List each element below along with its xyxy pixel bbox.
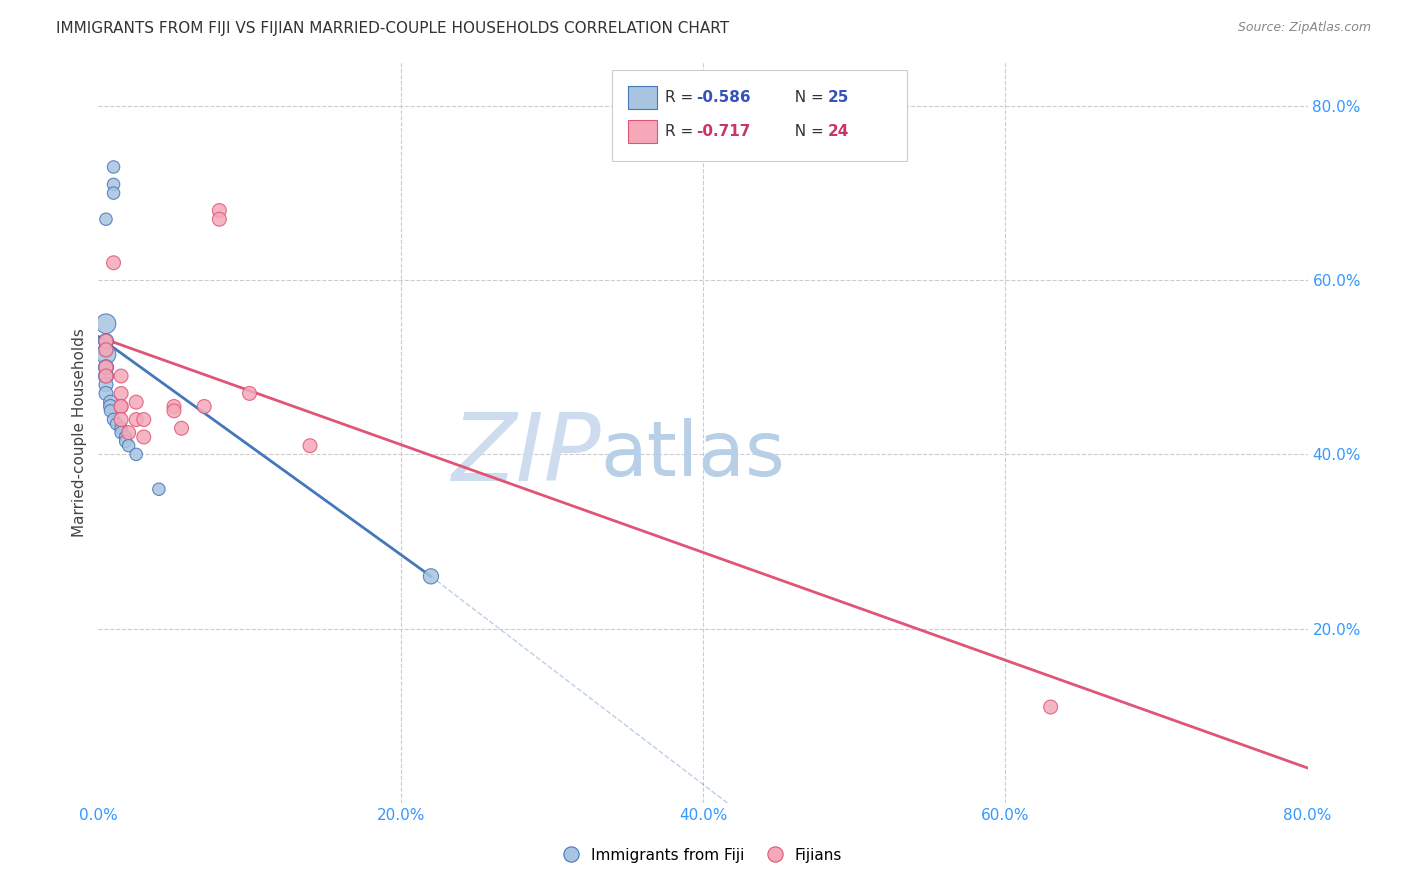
Point [103, 186, 125, 200]
Point [163, 404, 186, 418]
Point [103, 412, 125, 426]
Text: IMMIGRANTS FROM FIJI VS FIJIAN MARRIED-COUPLE HOUSEHOLDS CORRELATION CHART: IMMIGRANTS FROM FIJI VS FIJIAN MARRIED-C… [56, 21, 730, 36]
Point [299, 439, 322, 453]
Point [94, 377, 117, 392]
Point [94, 317, 117, 331]
Point [114, 430, 136, 444]
Text: N =: N = [785, 90, 828, 104]
Point [114, 434, 136, 449]
Point [163, 400, 186, 414]
Point [100, 395, 122, 409]
Legend: Immigrants from Fiji, Fijians: Immigrants from Fiji, Fijians [558, 841, 848, 869]
Point [208, 212, 231, 227]
Point [118, 425, 141, 440]
Text: atlas: atlas [600, 417, 785, 491]
Point [94, 343, 117, 357]
Text: Source: ZipAtlas.com: Source: ZipAtlas.com [1237, 21, 1371, 34]
Point [94, 212, 117, 227]
Text: R =: R = [665, 90, 699, 104]
Point [110, 425, 132, 440]
Point [170, 421, 193, 435]
Text: ZIP: ZIP [450, 409, 600, 500]
Point [103, 256, 125, 270]
Point [94, 347, 117, 361]
Point [94, 343, 117, 357]
Point [125, 447, 148, 461]
Text: -0.586: -0.586 [696, 90, 751, 104]
Text: 25: 25 [828, 90, 849, 104]
Point [1039, 700, 1062, 714]
Point [103, 178, 125, 192]
Point [148, 482, 170, 496]
Point [103, 160, 125, 174]
Point [193, 400, 215, 414]
Point [94, 360, 117, 375]
Point [94, 334, 117, 348]
Point [110, 369, 132, 384]
Point [105, 417, 128, 431]
Text: 24: 24 [828, 124, 849, 138]
Point [110, 400, 132, 414]
Point [94, 360, 117, 375]
Point [125, 412, 148, 426]
Point [94, 369, 117, 384]
Text: R =: R = [665, 124, 703, 138]
Point [420, 569, 443, 583]
Y-axis label: Married-couple Households: Married-couple Households [72, 328, 87, 537]
Point [239, 386, 262, 401]
Point [132, 412, 155, 426]
Point [110, 412, 132, 426]
Point [118, 439, 141, 453]
Point [110, 386, 132, 401]
Point [94, 386, 117, 401]
Point [110, 421, 132, 435]
Point [94, 334, 117, 348]
Point [208, 203, 231, 218]
Point [125, 395, 148, 409]
Point [100, 404, 122, 418]
Text: N =: N = [785, 124, 828, 138]
Point [94, 369, 117, 384]
Point [132, 430, 155, 444]
Text: -0.717: -0.717 [696, 124, 751, 138]
Point [110, 400, 132, 414]
Point [100, 400, 122, 414]
